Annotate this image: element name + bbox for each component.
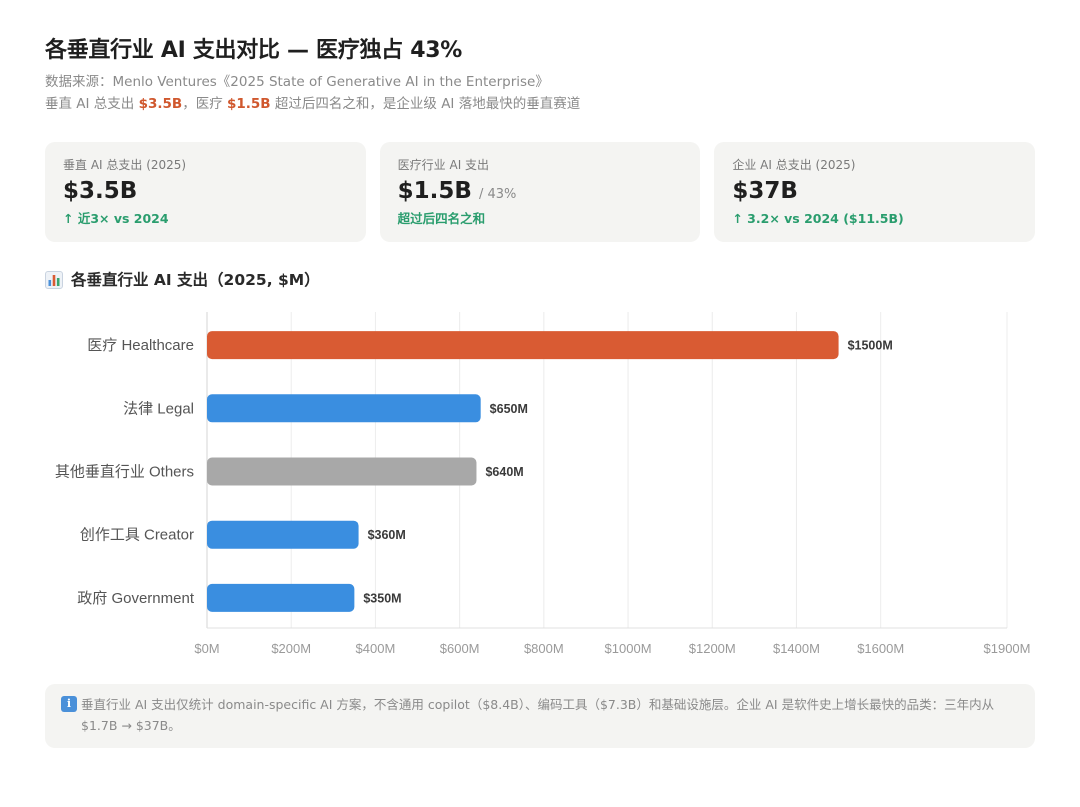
kpi-label: 垂直 AI 总支出 (2025) [63, 158, 187, 172]
kpi-card-enterprise-total: 企业 AI 总支出 (2025) $37B ↑ 3.2× vs 2024 ($1… [714, 142, 1036, 242]
x-tick-label: $400M [356, 641, 396, 656]
x-tick-label: $0M [194, 641, 219, 656]
kpi-value: $1.5B [397, 178, 472, 204]
x-tick-label: $200M [271, 641, 311, 656]
kpi-cards: 垂直 AI 总支出 (2025) $3.5B ↑ 近3× vs 2024 医疗行… [45, 142, 1036, 242]
bar [207, 331, 839, 360]
footnote-text: 垂直行业 AI 支出仅统计 domain-specific AI 方案，不含通用… [81, 697, 995, 733]
x-tick-label: $800M [524, 641, 564, 656]
label-layer: $0M $200M $400M $600M $800M $1000M $1200M $1400… [55, 337, 1031, 656]
category-label: 医疗 Healthcare [87, 337, 194, 354]
kpi-value-row: $3.5B [63, 177, 348, 205]
footnote: i 垂直行业 AI 支出仅统计 domain-specific AI 方案，不含… [45, 684, 1035, 748]
data-source: 数据来源：Menlo Ventures《2025 State of Genera… [45, 74, 549, 90]
page-subtitle: 垂直 AI 总支出 $3.5B，医疗 $1.5B 超过后四名之和，是企业级 AI… [45, 94, 1035, 114]
x-tick-label: $600M [440, 641, 480, 656]
kpi-value: $3.5B [63, 178, 138, 204]
x-tick-label: $1600M [857, 641, 904, 656]
chart-title: 各垂直行业 AI 支出（2025, $M） [71, 271, 320, 289]
bar [207, 394, 481, 423]
kpi-value-row: $1.5B / 43% [398, 177, 683, 205]
value-label: $640M [485, 465, 523, 479]
kpi-label: 企业 AI 总支出 (2025) [732, 158, 856, 172]
info-icon: i [61, 696, 77, 712]
subtitle-highlight-healthcare: $1.5B [227, 96, 271, 112]
chart-heading: 各垂直行业 AI 支出（2025, $M） [45, 268, 320, 292]
subtitle-text-1: 垂直 AI 总支出 [45, 96, 139, 112]
x-tick-label: $1900M [984, 641, 1031, 656]
kpi-delta: ↑ 近3× vs 2024 [63, 211, 169, 226]
kpi-delta: ↑ 3.2× vs 2024 ($11.5B) [732, 211, 904, 226]
kpi-value-row: $37B [732, 177, 1017, 205]
category-label: 创作工具 Creator [80, 527, 194, 544]
x-tick-label: $1400M [773, 641, 820, 656]
kpi-value: $37B [732, 178, 798, 204]
category-label: 法律 Legal [123, 400, 194, 417]
page-title: 各垂直行业 AI 支出对比 — 医疗独占 43% [45, 38, 462, 63]
value-label: $1500M [848, 339, 893, 353]
bar-chart-svg: $0M $200M $400M $600M $800M $1000M $1200M $1400… [55, 312, 1031, 656]
bar-chart-icon [45, 271, 63, 289]
bar [207, 457, 477, 486]
subtitle-highlight-total: $3.5B [138, 96, 183, 112]
x-tick-label: $1200M [689, 641, 736, 656]
kpi-label: 医疗行业 AI 支出 [397, 158, 490, 172]
bar-layer [207, 331, 839, 612]
kpi-card-healthcare: 医疗行业 AI 支出 $1.5B / 43% 超过后四名之和 [379, 142, 701, 242]
subtitle-text-3: 超过后四名之和，是企业级 AI 落地最快的垂直赛道 [270, 96, 581, 112]
bar [207, 583, 355, 612]
header: 各垂直行业 AI 支出对比 — 医疗独占 43% 数据来源：Menlo Vent… [45, 36, 1035, 114]
subtitle-text-2: ，医疗 [182, 96, 227, 112]
category-label: 其他垂直行业 Others [55, 464, 194, 481]
value-label: $350M [363, 591, 401, 605]
category-label: 政府 Government [77, 590, 195, 607]
kpi-delta: 超过后四名之和 [397, 211, 486, 226]
kpi-card-vertical-total: 垂直 AI 总支出 (2025) $3.5B ↑ 近3× vs 2024 [45, 142, 366, 242]
bar [207, 520, 359, 549]
kpi-suffix: / 43% [478, 187, 517, 202]
value-label: $360M [368, 528, 406, 542]
bar-chart: $0M $200M $400M $600M $800M $1000M $1200M $1400… [0, 300, 1080, 670]
x-tick-label: $1000M [605, 641, 652, 656]
value-label: $650M [490, 402, 528, 416]
